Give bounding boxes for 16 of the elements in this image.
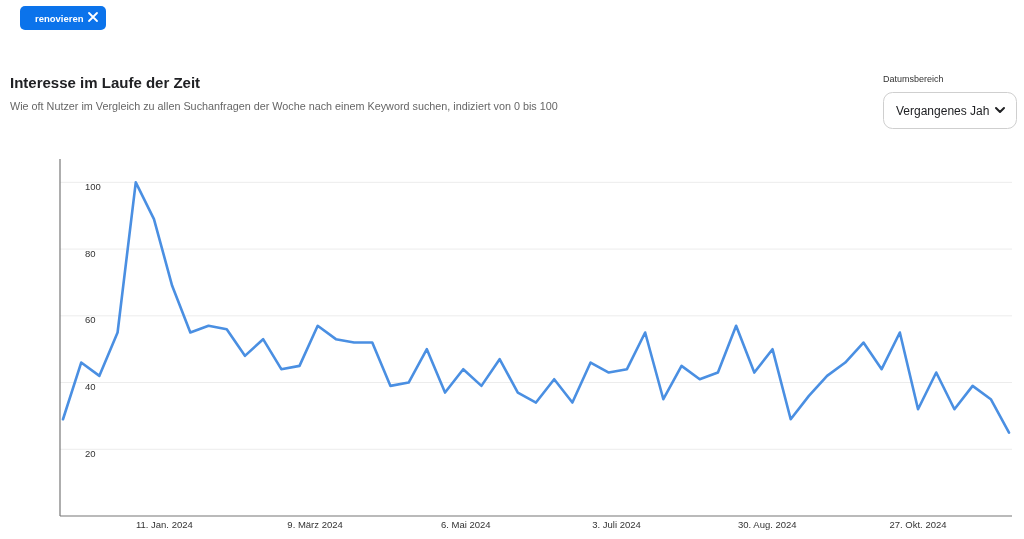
chart-title: Interesse im Laufe der Zeit: [10, 74, 201, 91]
x-tick-label: 3. Juli 2024: [592, 519, 641, 530]
x-tick-label: 11. Jan. 2024: [135, 519, 193, 530]
text: renovieren: [35, 12, 84, 24]
text: Vergangenes Jah: [896, 104, 990, 118]
y-tick-label: 20: [85, 447, 96, 459]
chart-subtitle: Wie oft Nutzer im Vergleich zu allen Suchanfragen der Woche nach einem Keyword suchen, indiziert von 0 bis 100: [10, 100, 558, 112]
text: Datumsbereich: [883, 74, 944, 84]
x-tick-label: 27. Okt. 2024: [889, 519, 947, 530]
y-tick-label: 100: [85, 180, 101, 192]
y-tick-label: 80: [85, 247, 96, 259]
y-tick-label: 60: [85, 314, 96, 326]
x-tick-label: 6. Mai 2024: [441, 519, 491, 530]
x-tick-label: 9. März 2024: [287, 519, 343, 530]
x-tick-label: 30. Aug. 2024: [737, 519, 797, 530]
y-tick-label: 40: [85, 381, 96, 393]
